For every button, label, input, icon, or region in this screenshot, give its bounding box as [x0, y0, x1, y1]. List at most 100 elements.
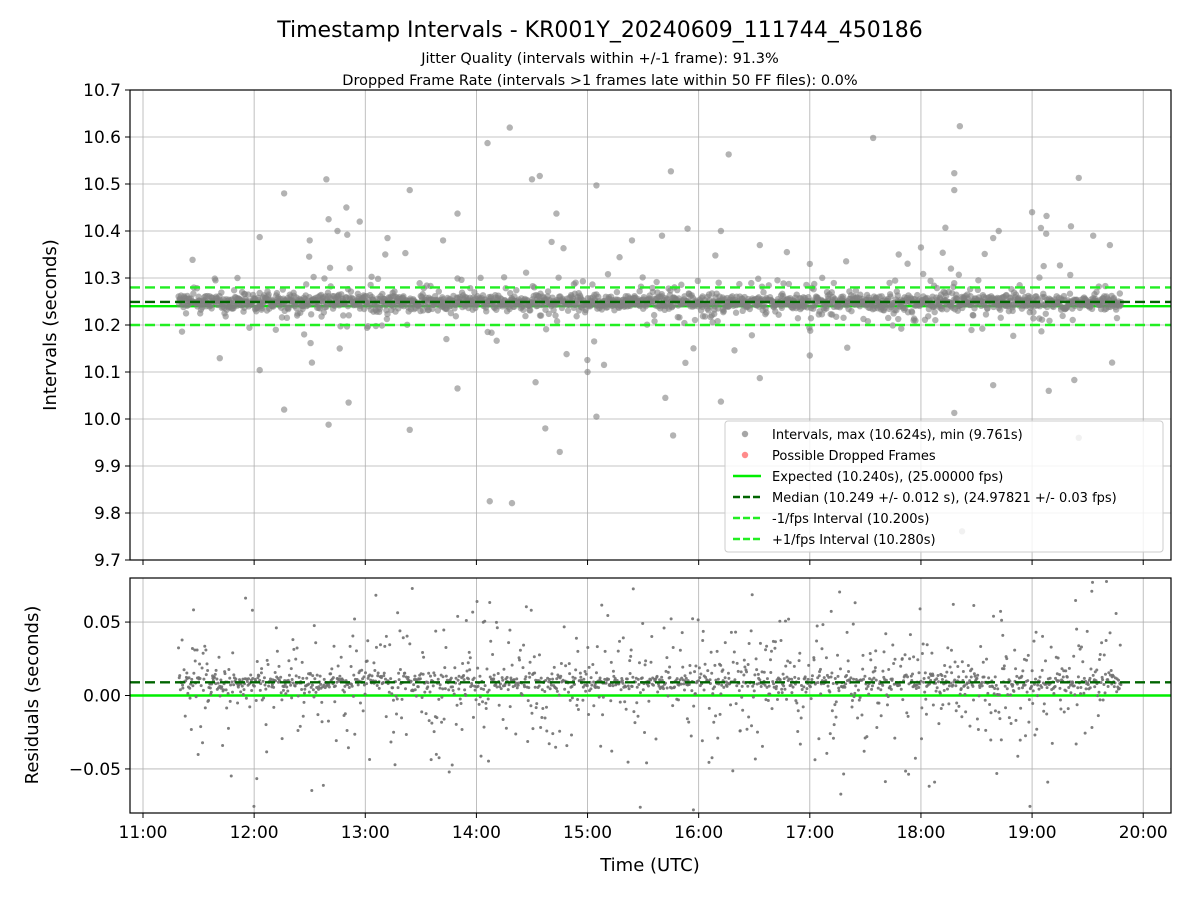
residual-point: [1046, 780, 1050, 784]
residual-point: [913, 756, 917, 760]
residual-point: [718, 712, 722, 716]
interval-outlier-point: [454, 385, 461, 392]
interval-outlier-point: [662, 394, 669, 402]
interval-point: [933, 284, 941, 292]
interval-point: [1067, 271, 1074, 279]
residual-point: [478, 695, 482, 699]
residual-point: [576, 698, 580, 702]
residual-point: [378, 643, 382, 647]
interval-outlier-point: [406, 426, 413, 434]
residual-point: [532, 655, 536, 659]
residual-point: [837, 686, 841, 690]
residual-point: [810, 674, 814, 678]
residual-point: [586, 645, 590, 649]
interval-point: [384, 310, 391, 318]
residual-point: [994, 683, 998, 687]
residual-point: [365, 682, 369, 686]
residual-point: [604, 681, 608, 685]
residual-point: [400, 697, 404, 701]
residual-point: [311, 674, 315, 678]
residual-point: [893, 657, 897, 661]
residual-point: [868, 677, 872, 681]
residual-point: [551, 732, 555, 736]
interval-point: [447, 309, 455, 317]
residual-point: [942, 689, 946, 693]
interval-point: [1059, 312, 1066, 320]
residual-point: [810, 677, 814, 681]
residual-point: [528, 675, 532, 679]
residual-point: [803, 675, 807, 679]
residual-point: [712, 685, 716, 689]
residual-point: [362, 675, 366, 679]
residual-point: [743, 665, 747, 669]
interval-point: [891, 277, 899, 284]
residual-point: [531, 727, 535, 731]
residual-point: [267, 684, 271, 688]
residual-point: [1109, 669, 1113, 673]
residual-point: [989, 738, 993, 742]
residual-point: [455, 703, 459, 707]
residual-point: [331, 676, 335, 680]
interval-point: [1046, 317, 1053, 324]
residual-point: [592, 680, 596, 684]
residual-point: [609, 660, 613, 664]
residual-point: [265, 750, 269, 754]
residual-point: [983, 698, 987, 702]
residual-point: [442, 628, 446, 632]
residual-point: [438, 686, 442, 690]
residual-point: [901, 698, 905, 702]
residual-point: [773, 640, 777, 644]
interval-outlier-point: [280, 190, 288, 197]
interval-outlier-point: [1071, 376, 1078, 384]
residual-point: [930, 651, 934, 655]
residual-point: [495, 626, 499, 630]
residual-point: [689, 734, 693, 738]
residual-point: [821, 623, 825, 627]
residual-point: [497, 703, 501, 707]
interval-outlier-point: [308, 359, 316, 366]
residual-point: [464, 618, 468, 622]
residual-point: [702, 688, 706, 692]
residual-point: [704, 675, 708, 679]
residual-point: [836, 674, 840, 678]
residual-point: [1031, 689, 1035, 693]
residual-point: [1075, 627, 1079, 631]
residual-point: [249, 673, 253, 677]
residual-point: [262, 696, 266, 700]
residual-point: [760, 744, 764, 748]
residual-point: [632, 710, 636, 714]
residual-point: [277, 664, 281, 668]
residual-point: [382, 671, 386, 675]
residual-point: [1104, 638, 1108, 642]
interval-point: [639, 274, 646, 281]
residual-point: [683, 674, 687, 678]
residual-point: [275, 649, 279, 653]
residual-point: [583, 669, 587, 673]
residual-point: [424, 712, 428, 716]
residual-point: [783, 687, 787, 691]
residual-point: [327, 685, 331, 689]
interval-outlier-point: [956, 122, 964, 130]
residual-point: [927, 676, 931, 680]
residual-point: [180, 638, 184, 642]
interval-point: [951, 279, 958, 287]
residual-point: [383, 644, 387, 648]
residual-point: [914, 687, 918, 691]
residual-point: [816, 681, 820, 685]
residual-point: [1098, 652, 1102, 656]
residual-point: [462, 678, 466, 682]
residual-point: [971, 684, 975, 688]
interval-outlier-point: [1075, 174, 1082, 182]
residual-point: [1020, 686, 1024, 690]
residual-point: [457, 687, 461, 691]
residual-point: [980, 680, 984, 684]
residual-point: [215, 677, 219, 681]
interval-point: [755, 275, 762, 282]
residual-point: [714, 714, 718, 718]
residual-point: [772, 682, 776, 686]
interval-outlier-point: [584, 368, 591, 376]
residual-point: [726, 671, 730, 675]
residual-point: [228, 676, 232, 680]
residual-point: [471, 715, 475, 719]
residual-point: [931, 703, 935, 707]
